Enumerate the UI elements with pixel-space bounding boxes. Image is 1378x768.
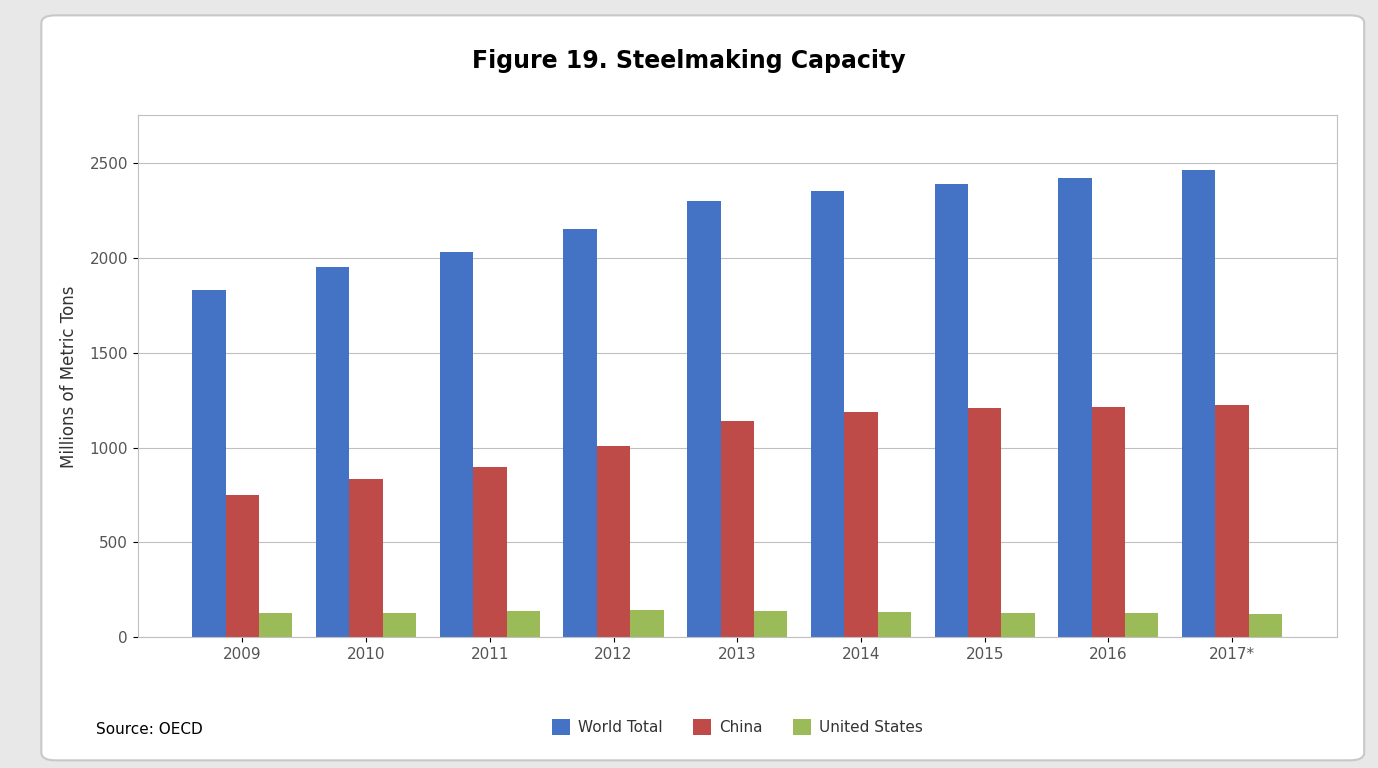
Bar bbox=[507, 611, 540, 637]
Bar bbox=[1124, 613, 1159, 637]
Bar bbox=[350, 479, 383, 637]
Bar bbox=[688, 200, 721, 637]
Text: Figure 19. Steelmaking Capacity: Figure 19. Steelmaking Capacity bbox=[473, 49, 905, 74]
Bar bbox=[967, 408, 1002, 637]
Bar bbox=[810, 191, 845, 637]
Bar bbox=[473, 466, 507, 637]
Bar bbox=[316, 267, 350, 637]
Bar bbox=[193, 290, 226, 637]
Bar bbox=[440, 252, 473, 637]
Bar bbox=[878, 612, 911, 637]
Y-axis label: Millions of Metric Tons: Millions of Metric Tons bbox=[61, 285, 79, 468]
Legend: World Total, China, United States: World Total, China, United States bbox=[546, 713, 929, 741]
Bar bbox=[630, 610, 664, 637]
Bar bbox=[845, 412, 878, 637]
Bar bbox=[1248, 614, 1282, 637]
Bar bbox=[259, 613, 292, 637]
Bar bbox=[754, 611, 787, 637]
Bar bbox=[1002, 613, 1035, 637]
Bar bbox=[226, 495, 259, 637]
Bar bbox=[1058, 178, 1091, 637]
Bar bbox=[383, 613, 416, 637]
Bar bbox=[1182, 170, 1215, 637]
Text: Source: OECD: Source: OECD bbox=[96, 722, 203, 737]
Bar bbox=[721, 421, 754, 637]
Bar bbox=[934, 184, 967, 637]
Bar bbox=[597, 445, 630, 637]
Bar bbox=[1215, 405, 1248, 637]
Bar bbox=[564, 229, 597, 637]
Bar bbox=[1091, 407, 1124, 637]
